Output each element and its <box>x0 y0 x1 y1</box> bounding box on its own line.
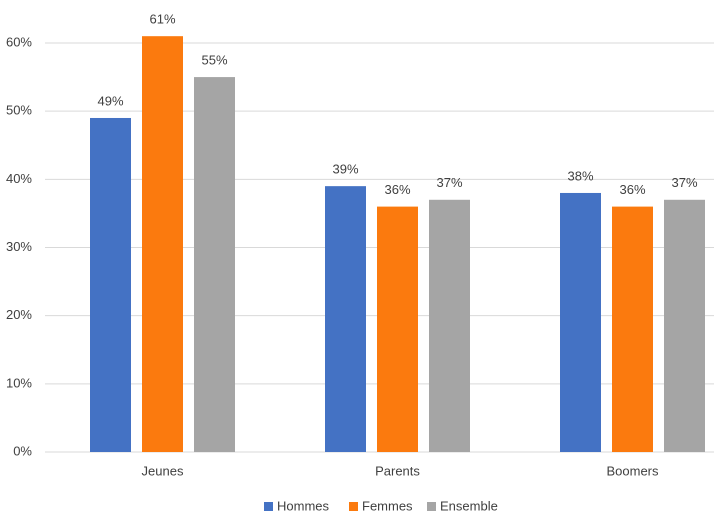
data-label: 36% <box>384 182 410 197</box>
bar <box>560 192 601 452</box>
data-label: 61% <box>149 12 175 27</box>
x-tick-label: Jeunes <box>142 463 184 478</box>
x-tick-label: Boomers <box>606 463 659 478</box>
legend-swatch <box>264 502 273 511</box>
legend-label: Femmes <box>362 498 413 513</box>
legend-label: Ensemble <box>440 498 498 513</box>
y-tick-label: 50% <box>6 103 32 118</box>
bar <box>377 206 418 452</box>
bar <box>429 199 470 452</box>
y-tick-label: 60% <box>6 34 32 49</box>
bar <box>664 199 705 452</box>
bar <box>325 186 366 452</box>
data-label: 55% <box>201 53 227 68</box>
data-label: 38% <box>567 168 593 183</box>
data-label: 39% <box>332 162 358 177</box>
data-label: 37% <box>436 175 462 190</box>
data-label: 49% <box>97 93 123 108</box>
bar <box>194 77 235 452</box>
legend-swatch <box>427 502 436 511</box>
y-tick-label: 30% <box>6 239 32 254</box>
y-tick-label: 10% <box>6 375 32 390</box>
bar <box>90 117 131 452</box>
bar <box>612 206 653 452</box>
y-tick-label: 20% <box>6 307 32 322</box>
bar <box>142 36 183 452</box>
data-label: 37% <box>671 175 697 190</box>
data-label: 36% <box>619 182 645 197</box>
y-tick-label: 0% <box>13 443 32 458</box>
legend-label: Hommes <box>277 498 330 513</box>
y-tick-label: 40% <box>6 171 32 186</box>
x-tick-label: Parents <box>375 463 420 478</box>
legend-swatch <box>349 502 358 511</box>
